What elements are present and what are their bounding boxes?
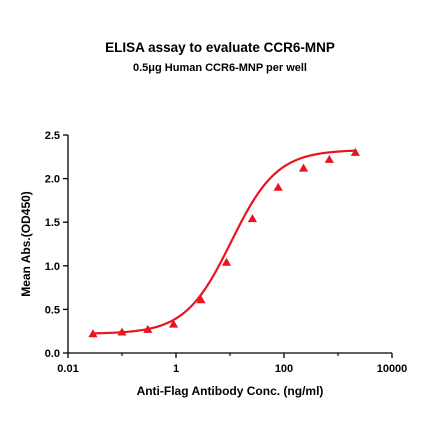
y-tick-label: 2.5 xyxy=(45,130,60,142)
y-tick-label: 1.5 xyxy=(45,217,60,229)
data-point xyxy=(298,163,309,172)
x-tick-label: 1 xyxy=(173,363,179,375)
x-tick-label: 10000 xyxy=(377,363,408,375)
y-tick-label: 0.0 xyxy=(45,348,60,360)
data-point xyxy=(117,327,127,336)
data-point xyxy=(273,182,283,191)
chart-title: ELISA assay to evaluate CCR6-MNP xyxy=(105,40,335,55)
data-point xyxy=(247,214,258,223)
data-point xyxy=(324,154,334,163)
data-point xyxy=(88,329,98,338)
y-tick-label: 2.0 xyxy=(45,174,60,186)
y-axis-label: Mean Abs.(OD450) xyxy=(19,191,33,297)
data-point xyxy=(350,147,360,156)
data-points-layer xyxy=(88,147,360,338)
data-point xyxy=(196,295,206,304)
x-axis-label: Anti-Flag Antibody Conc. (ng/ml) xyxy=(137,384,324,398)
data-point xyxy=(221,257,232,266)
fit-curve xyxy=(92,149,356,335)
data-point xyxy=(143,324,153,333)
fit-curve-layer xyxy=(92,149,356,335)
data-point xyxy=(168,319,179,328)
x-tick-label: 0.01 xyxy=(57,363,78,375)
axes: 0.0 0.5 1.0 1.5 2.0 2.5 0.01 1 100 10000 xyxy=(45,130,408,375)
x-tick-label: 100 xyxy=(275,363,293,375)
chart-subtitle: 0.5μg Human CCR6-MNP per well xyxy=(132,62,307,74)
y-tick-label: 0.5 xyxy=(45,304,60,316)
y-tick-label: 1.0 xyxy=(45,261,60,273)
